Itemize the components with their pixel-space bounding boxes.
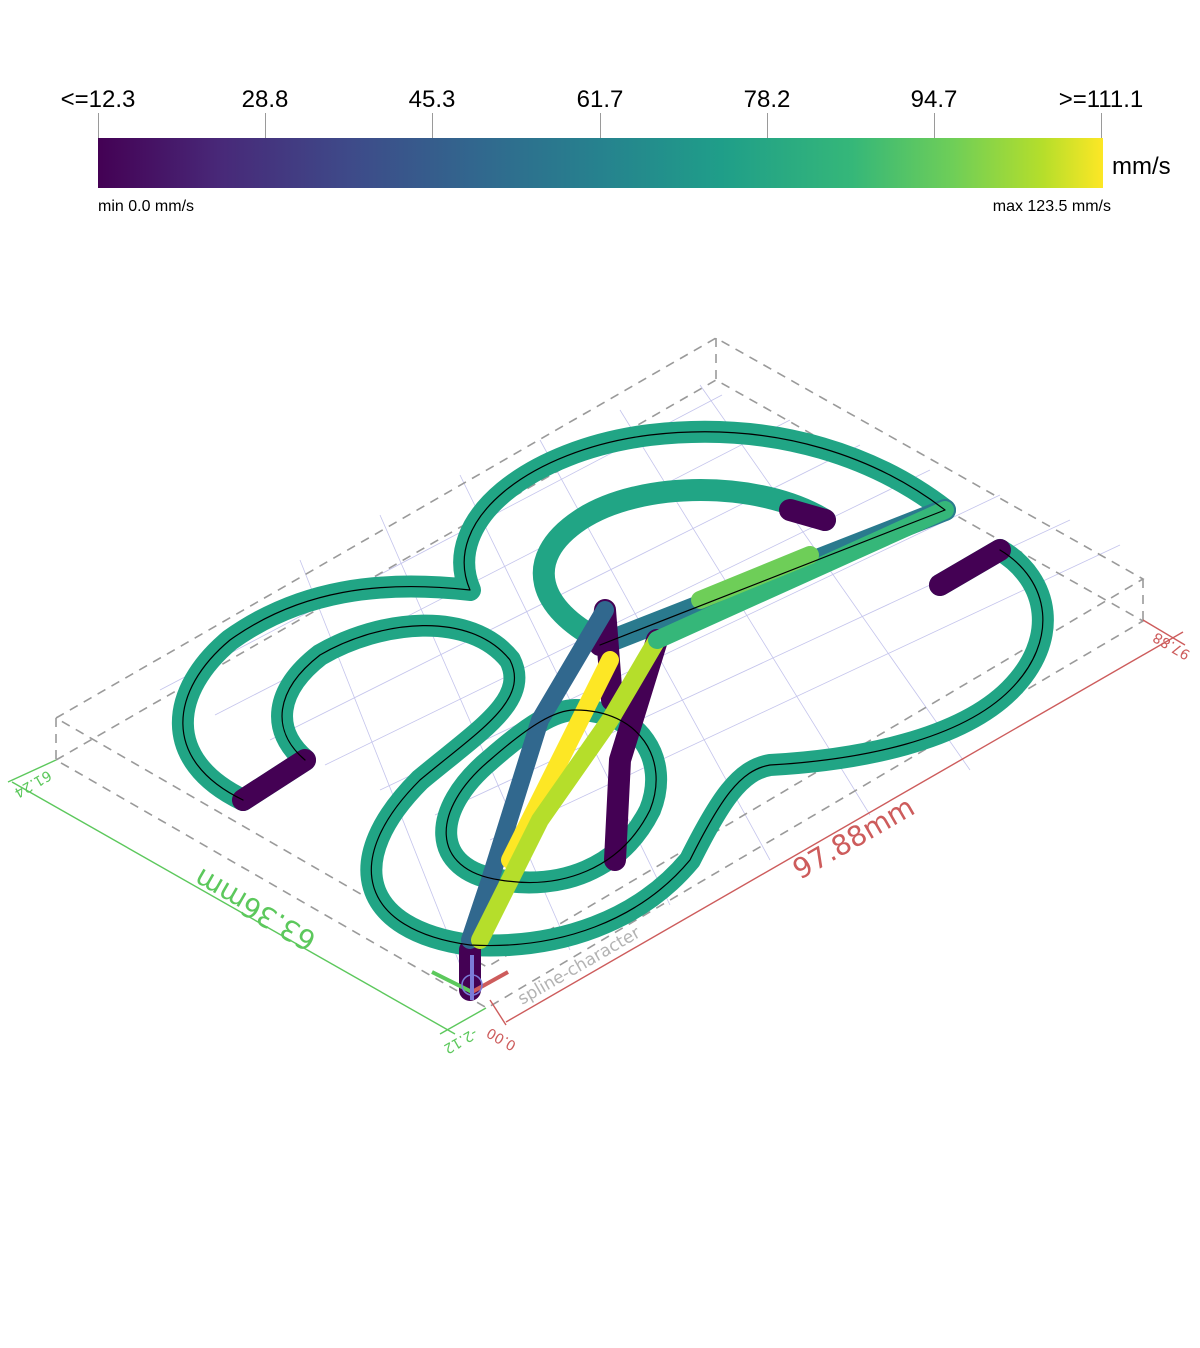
y-max-label: 61.24: [11, 767, 54, 801]
z-axis-ring: [461, 974, 483, 996]
speed-colorbar: [98, 138, 1103, 188]
path-centerline: [182, 431, 1044, 947]
colorbar-tick-label: 78.2: [743, 86, 791, 113]
colorbar-tick-label: <=12.3: [60, 86, 136, 113]
slow-segments: [232, 499, 1011, 1001]
colorbar-tick: [600, 113, 601, 138]
colorbar-tick: [934, 113, 935, 138]
transition-segments: [461, 501, 954, 949]
colorbar-tick: [432, 113, 433, 138]
x-length-label: 97.88mm: [787, 790, 920, 886]
colorbar-tick: [767, 113, 768, 138]
colorbar-tick: [98, 113, 99, 138]
colorbar-tick-label: 94.7: [910, 86, 958, 113]
colorbar-tick-label: 61.7: [576, 86, 624, 113]
x-max-label: 97.88: [1150, 628, 1193, 662]
colorbar-tick-label: 28.8: [241, 86, 289, 113]
y-axis-arrow: [431, 970, 473, 994]
colorbar-tick-label: >=111.1: [1058, 86, 1144, 113]
x-dimension: [489, 619, 1186, 1026]
colorbar-tick-label: 45.3: [408, 86, 456, 113]
min-speed-label: min 0.0 mm/s: [98, 198, 195, 215]
x-min-label: 0.00: [484, 1024, 519, 1053]
y-dimension: [7, 759, 487, 1035]
toolpath: [171, 420, 1054, 1001]
speed-legend: <=12.3 28.8 45.3 61.7 78.2 94.7 >=111.1 …: [0, 0, 1200, 240]
toolpath-preview: 97.88mm 0.00 97.88 63.36mm -2.12 61.24 s…: [0, 240, 1200, 1343]
colorbar-tick: [1101, 113, 1102, 138]
max-speed-label: max 123.5 mm/s: [992, 198, 1111, 215]
build-volume-box: [55, 337, 1145, 1009]
x-axis-arrow: [471, 970, 509, 994]
colorbar-unit: mm/s: [1112, 153, 1171, 180]
origin-axes: [431, 955, 509, 1000]
colorbar-tick: [265, 113, 266, 138]
y-length-label: 63.36mm: [188, 862, 321, 958]
